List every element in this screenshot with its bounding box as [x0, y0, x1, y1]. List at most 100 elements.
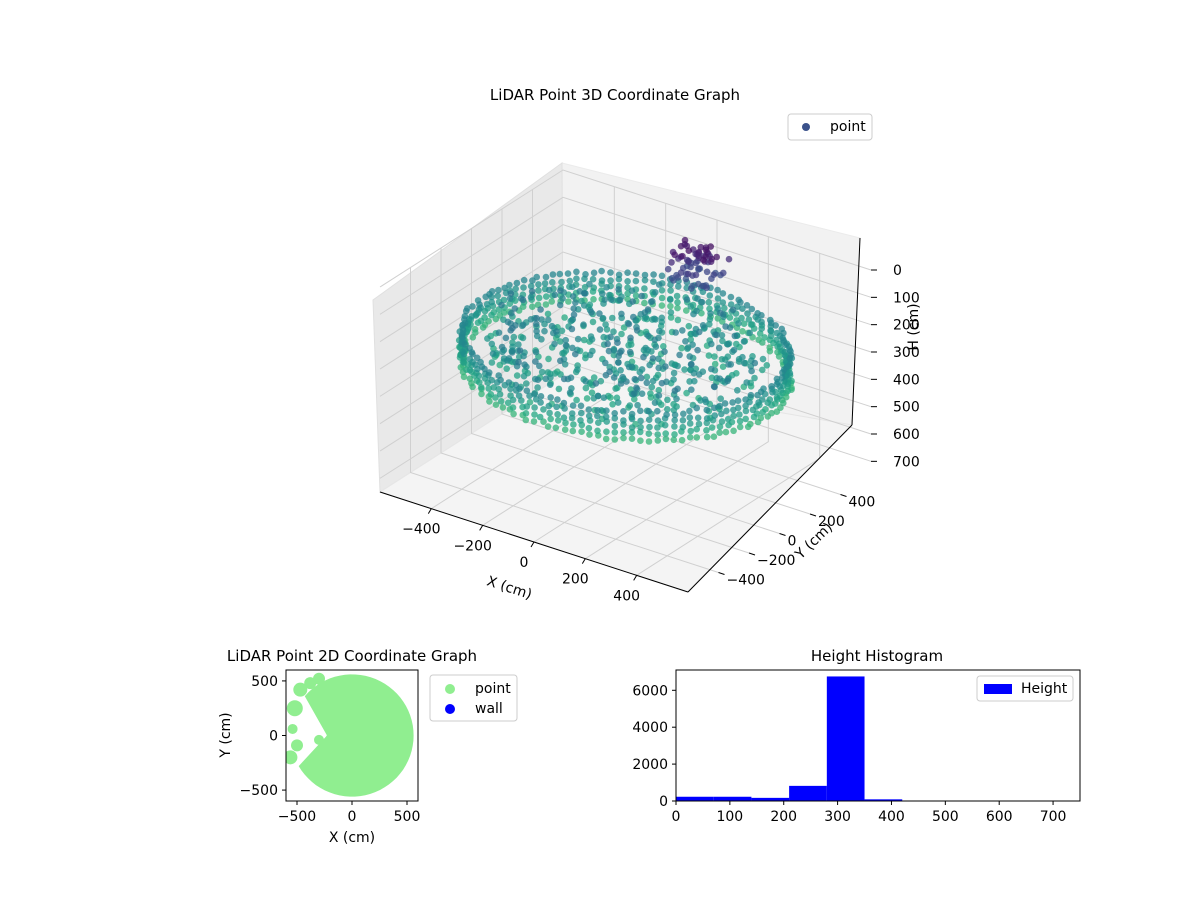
- point-2d: [313, 672, 325, 685]
- point-3d: [496, 391, 504, 398]
- point-3d: [677, 269, 685, 276]
- point-3d: [604, 340, 611, 348]
- ticks-histogram: 0 100 200 300 400 500 600 700 0 2000 4000 6000: [632, 683, 1066, 825]
- point-3d: [505, 379, 513, 386]
- x-tick-label-hist: 400: [878, 809, 905, 825]
- point-3d: [599, 314, 607, 322]
- point-3d: [758, 325, 765, 332]
- point-3d: [658, 379, 666, 387]
- point-3d: [684, 270, 692, 278]
- point-3d: [661, 348, 668, 356]
- point-3d: [649, 377, 657, 385]
- point-3d: [638, 292, 645, 300]
- point-3d: [580, 302, 588, 309]
- point-3d: [513, 372, 521, 379]
- point-3d: [721, 304, 728, 312]
- point-3d: [582, 271, 589, 278]
- point-3d: [711, 412, 718, 419]
- z-tick-label-3d: 700: [893, 454, 920, 470]
- point-3d: [721, 356, 729, 363]
- point-3d: [736, 411, 743, 418]
- point-3d: [598, 277, 606, 284]
- point-3d: [739, 305, 746, 313]
- point-3d: [478, 390, 485, 398]
- point-3d: [570, 421, 577, 428]
- point-3d: [734, 397, 742, 405]
- grid-line-y: [471, 228, 780, 534]
- point-3d: [737, 299, 744, 306]
- point-3d: [460, 359, 468, 366]
- point-3d: [683, 389, 690, 397]
- point-3d: [662, 430, 669, 437]
- point-3d: [726, 314, 734, 321]
- point-3d: [478, 384, 485, 391]
- point-3d: [475, 372, 483, 380]
- z-axis-line: [851, 237, 861, 426]
- point-3d: [686, 378, 693, 385]
- point-3d: [641, 285, 648, 292]
- point-3d: [527, 282, 535, 290]
- point-3d: [469, 383, 476, 391]
- point-3d: [687, 263, 694, 271]
- point-3d: [570, 305, 578, 312]
- legend-point-label-2d: point: [475, 681, 511, 697]
- point-3d: [707, 258, 715, 266]
- x-tick-label-hist: 0: [672, 809, 681, 825]
- point-3d: [569, 293, 577, 300]
- point-3d: [498, 301, 505, 309]
- chart-histogram: Height Histogram 0 100 200 300 400 500 600 7000…: [632, 647, 1081, 825]
- point-3d: [703, 268, 711, 276]
- point-3d: [595, 419, 602, 427]
- point-3d: [682, 338, 689, 345]
- point-3d: [566, 389, 574, 396]
- point-3d: [577, 402, 585, 410]
- point-3d: [560, 414, 568, 422]
- point-3d: [623, 378, 630, 385]
- point-3d: [685, 247, 693, 254]
- point-3d: [698, 298, 706, 306]
- point-3d: [603, 407, 610, 415]
- point-3d: [664, 406, 671, 413]
- point-3d: [590, 296, 597, 303]
- point-3d: [538, 368, 546, 376]
- point-3d: [729, 399, 736, 406]
- point-3d: [544, 423, 552, 430]
- point-3d: [492, 394, 499, 401]
- point-3d: [530, 418, 538, 425]
- x-tick-label-2d: −500: [278, 809, 316, 825]
- point-3d: [520, 284, 527, 291]
- y-tick-mark-3d: [748, 552, 756, 556]
- histogram-bar: [676, 796, 714, 801]
- point-3d: [763, 362, 771, 369]
- y-tick-label-3d: 200: [818, 514, 845, 530]
- point-3d: [775, 353, 783, 360]
- grid-line-y: [410, 267, 719, 573]
- point-3d: [614, 399, 622, 406]
- point-3d: [719, 299, 727, 306]
- point-3d: [510, 410, 517, 418]
- point-3d: [620, 324, 628, 331]
- point-3d: [617, 380, 625, 387]
- point-3d: [644, 346, 652, 354]
- point-3d: [527, 294, 535, 301]
- point-3d: [572, 299, 579, 306]
- point-3d: [582, 378, 589, 385]
- point-3d: [674, 316, 682, 324]
- point-3d: [537, 306, 544, 313]
- point-3d: [559, 295, 566, 302]
- point-3d: [716, 423, 724, 431]
- point-3d: [716, 402, 723, 410]
- x-tick-mark-3d: [427, 508, 432, 514]
- point-3d: [670, 369, 678, 377]
- point-3d: [698, 309, 705, 317]
- point-3d: [654, 424, 661, 431]
- point-3d: [533, 327, 540, 335]
- point-3d: [691, 377, 698, 385]
- point-3d: [548, 298, 555, 305]
- point-3d: [590, 284, 598, 292]
- y-axis-label-2d: Y (cm): [218, 712, 234, 758]
- z-tick-label-3d: 100: [893, 290, 920, 306]
- point-3d: [667, 302, 674, 310]
- point-3d: [485, 369, 493, 376]
- grid-line-z: [379, 306, 872, 425]
